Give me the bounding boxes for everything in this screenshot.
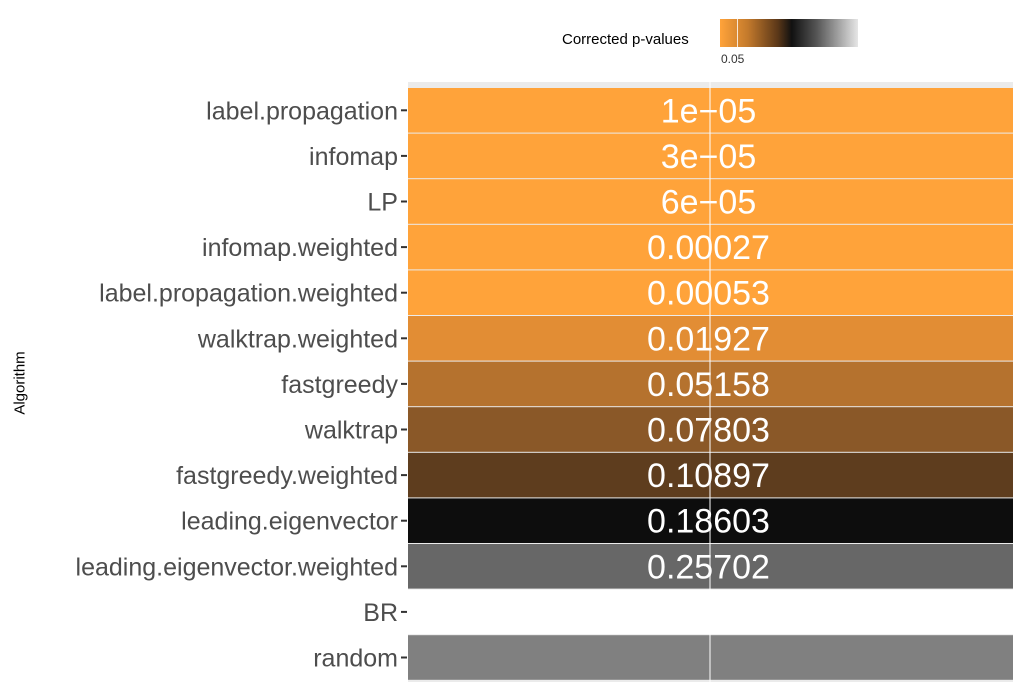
y-axis-tick-label: label.propagation	[206, 97, 398, 125]
cell-value-label: 0.07803	[647, 412, 770, 450]
y-axis-tick-label: fastgreedy.weighted	[176, 462, 398, 490]
legend-title: Corrected p-values	[562, 31, 689, 48]
cell-value-label: 0.10897	[647, 457, 770, 495]
heatmap-row: 3e−05 infomap	[309, 133, 1013, 179]
heatmap-row: 0.18603 leading.eigenvector	[181, 498, 1013, 543]
heatmap-row: 0.10897 fastgreedy.weighted	[176, 452, 1013, 498]
cell-value-label: 0.00053	[647, 275, 770, 313]
y-axis-tick-label: LP	[367, 189, 398, 217]
heatmap-row: random	[313, 635, 1013, 680]
cell-value-label: 3e−05	[661, 138, 757, 176]
y-axis-tick-label: BR	[363, 599, 398, 627]
cell-value-label: 0.05158	[647, 366, 770, 404]
heatmap-row: 0.00053 label.propagation.weighted	[99, 270, 1013, 315]
cell-value-label: 0.18603	[647, 503, 770, 541]
heatmap-row: 6e−05 LP	[367, 179, 1013, 224]
heatmap-row: 0.07803 walktrap	[304, 407, 1013, 452]
y-axis-tick-label: random	[313, 645, 398, 673]
legend-tick-mark	[737, 19, 738, 47]
cell-value-label: 1e−05	[661, 92, 757, 130]
y-axis-tick-label: fastgreedy	[281, 371, 398, 399]
y-axis-tick-label: infomap	[309, 143, 398, 171]
cell-value-label: 6e−05	[661, 184, 757, 222]
heatmap-row: 0.00027 infomap.weighted	[202, 224, 1013, 270]
heatmap-row: 0.25702 leading.eigenvector.weighted	[76, 544, 1013, 589]
legend-tick-label: 0.05	[721, 52, 745, 66]
y-axis-tick-label: infomap.weighted	[202, 234, 398, 262]
cell-value-label: 0.25702	[647, 548, 770, 586]
y-axis-tick-label: label.propagation.weighted	[99, 280, 398, 308]
legend-colorbar	[720, 19, 858, 47]
heatmap-row: BR	[363, 589, 1013, 635]
y-axis-tick-label: leading.eigenvector.weighted	[76, 553, 398, 581]
heatmap-row: 0.05158 fastgreedy	[281, 361, 1013, 407]
heatmap-row: 1e−05 label.propagation	[206, 88, 1013, 133]
heatmap-rows: 1e−05 label.propagation 3e−05 infomap 6e−05 L…	[76, 88, 1013, 680]
heatmap-row: 0.01927 walktrap.weighted	[197, 316, 1013, 361]
y-axis-tick-label: leading.eigenvector	[181, 508, 398, 536]
y-axis-tick-label: walktrap.weighted	[197, 325, 398, 353]
cell-value-label: 0.00027	[647, 229, 770, 267]
cell-value-label: 0.01927	[647, 320, 770, 358]
y-axis-tick-label: walktrap	[304, 417, 398, 445]
